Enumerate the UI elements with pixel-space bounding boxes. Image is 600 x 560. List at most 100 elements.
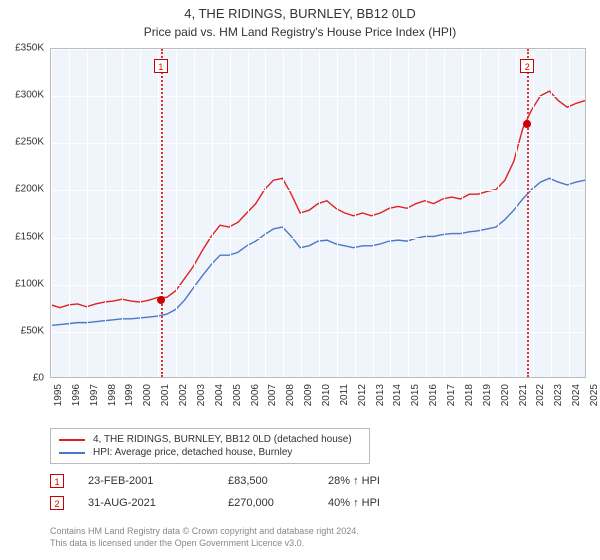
x-tick-label: 2011: [339, 384, 350, 406]
x-tick-label: 2015: [410, 384, 421, 406]
x-tick-label: 2002: [178, 384, 189, 406]
x-tick-label: 1997: [89, 384, 100, 406]
y-tick-label: £50K: [21, 325, 44, 336]
gridline-v: [87, 49, 88, 377]
sale-price: £270,000: [228, 497, 328, 509]
marker-box: 2: [520, 59, 534, 73]
x-axis: 1995199619971998199920002001200220032004…: [50, 380, 586, 430]
gridline-v: [587, 49, 588, 377]
sale-marker-box: 2: [50, 496, 64, 510]
x-tick-label: 2005: [232, 384, 243, 406]
x-tick-label: 2004: [214, 384, 225, 406]
y-axis: £0£50K£100K£150K£200K£250K£300K£350K: [0, 48, 48, 378]
x-tick-label: 2024: [571, 384, 582, 406]
legend-swatch: [59, 452, 85, 454]
sales-table: 1 23-FEB-2001£83,50028% ↑ HPI 2 31-AUG-2021…: [50, 470, 586, 514]
y-tick-label: £100K: [15, 278, 44, 289]
gridline-v: [69, 49, 70, 377]
gridline-v: [176, 49, 177, 377]
series-line-hpi: [51, 178, 585, 325]
series-svg: [51, 49, 585, 377]
gridline-v: [408, 49, 409, 377]
sale-price: £83,500: [228, 475, 328, 487]
legend-box: 4, THE RIDINGS, BURNLEY, BB12 0LD (detac…: [50, 428, 370, 464]
x-tick-label: 2017: [446, 384, 457, 406]
gridline-h: [51, 49, 585, 50]
gridline-v: [337, 49, 338, 377]
sale-row: 1 23-FEB-2001£83,50028% ↑ HPI: [50, 470, 586, 492]
gridline-h: [51, 332, 585, 333]
sale-row: 2 31-AUG-2021£270,00040% ↑ HPI: [50, 492, 586, 514]
gridline-v: [319, 49, 320, 377]
x-tick-label: 2003: [196, 384, 207, 406]
x-tick-label: 1995: [53, 384, 64, 406]
chart-plot-area: 12: [50, 48, 586, 378]
x-tick-label: 2014: [392, 384, 403, 406]
x-tick-label: 2022: [535, 384, 546, 406]
footer-line1: Contains HM Land Registry data © Crown c…: [50, 526, 359, 536]
gridline-v: [51, 49, 52, 377]
chart-title: 4, THE RIDINGS, BURNLEY, BB12 0LD: [0, 0, 600, 23]
gridline-h: [51, 238, 585, 239]
x-tick-label: 2020: [500, 384, 511, 406]
gridline-v: [158, 49, 159, 377]
sale-delta: 40% ↑ HPI: [328, 497, 448, 509]
sale-date: 31-AUG-2021: [88, 497, 228, 509]
gridline-v: [230, 49, 231, 377]
x-tick-label: 1996: [71, 384, 82, 406]
gridline-h: [51, 96, 585, 97]
gridline-v: [283, 49, 284, 377]
y-tick-label: £300K: [15, 90, 44, 101]
gridline-v: [533, 49, 534, 377]
gridline-v: [569, 49, 570, 377]
x-tick-label: 2019: [482, 384, 493, 406]
gridline-h: [51, 285, 585, 286]
legend-swatch: [59, 439, 85, 441]
footer-attribution: Contains HM Land Registry data © Crown c…: [50, 526, 586, 549]
gridline-v: [265, 49, 266, 377]
marker-box: 1: [154, 59, 168, 73]
chart-subtitle: Price paid vs. HM Land Registry's House …: [0, 23, 600, 39]
gridline-h: [51, 143, 585, 144]
x-tick-label: 2008: [285, 384, 296, 406]
gridline-v: [355, 49, 356, 377]
legend-row: HPI: Average price, detached house, Burn…: [59, 446, 361, 459]
x-tick-label: 2013: [375, 384, 386, 406]
sale-delta: 28% ↑ HPI: [328, 475, 448, 487]
y-tick-label: £0: [33, 373, 44, 384]
footer-line2: This data is licensed under the Open Gov…: [50, 538, 304, 548]
gridline-h: [51, 190, 585, 191]
series-line-price_paid: [51, 91, 585, 307]
gridline-v: [426, 49, 427, 377]
gridline-v: [390, 49, 391, 377]
gridline-v: [105, 49, 106, 377]
gridline-v: [194, 49, 195, 377]
gridline-v: [516, 49, 517, 377]
x-tick-label: 2025: [589, 384, 600, 406]
sale-marker-box: 1: [50, 474, 64, 488]
legend-label: 4, THE RIDINGS, BURNLEY, BB12 0LD (detac…: [93, 434, 352, 445]
x-tick-label: 2001: [160, 384, 171, 406]
gridline-v: [498, 49, 499, 377]
gridline-v: [301, 49, 302, 377]
gridline-v: [480, 49, 481, 377]
x-tick-label: 1998: [107, 384, 118, 406]
y-tick-label: £350K: [15, 43, 44, 54]
gridline-v: [444, 49, 445, 377]
sale-date: 23-FEB-2001: [88, 475, 228, 487]
x-tick-label: 2007: [267, 384, 278, 406]
x-tick-label: 2023: [553, 384, 564, 406]
gridline-v: [140, 49, 141, 377]
marker-point: [157, 296, 165, 304]
gridline-v: [212, 49, 213, 377]
chart-container: 4, THE RIDINGS, BURNLEY, BB12 0LD Price …: [0, 0, 600, 560]
x-tick-label: 2016: [428, 384, 439, 406]
legend-row: 4, THE RIDINGS, BURNLEY, BB12 0LD (detac…: [59, 433, 361, 446]
x-tick-label: 2006: [250, 384, 261, 406]
gridline-v: [373, 49, 374, 377]
x-tick-label: 2021: [518, 384, 529, 406]
legend-label: HPI: Average price, detached house, Burn…: [93, 447, 292, 458]
x-tick-label: 1999: [124, 384, 135, 406]
y-tick-label: £250K: [15, 137, 44, 148]
marker-line: [161, 49, 163, 377]
